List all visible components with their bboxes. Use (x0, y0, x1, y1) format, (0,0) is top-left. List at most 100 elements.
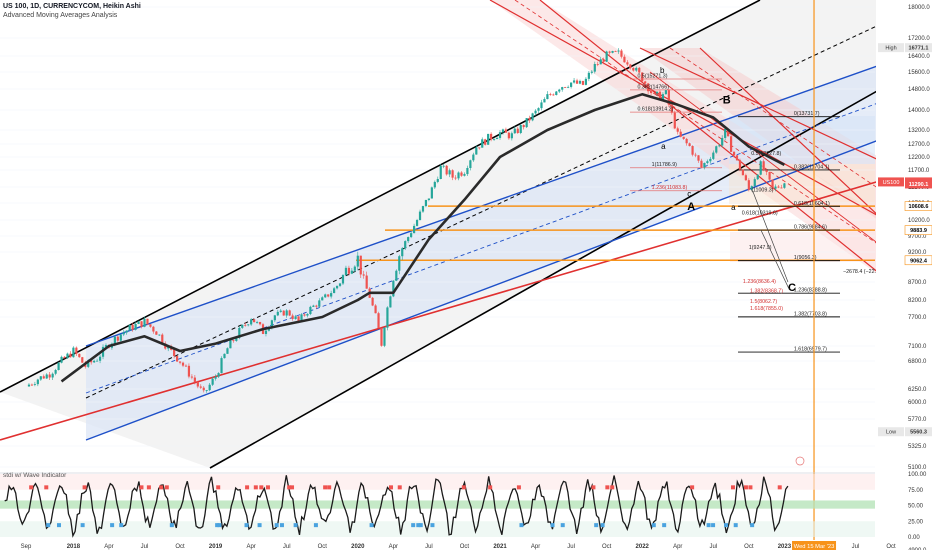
red-desc-5[interactable] (649, 71, 901, 261)
badge-box-3 (904, 201, 932, 211)
badge-box-2 (905, 179, 932, 189)
red-desc-4[interactable] (699, 47, 901, 237)
candle-236 (727, 128, 730, 137)
candle-253 (777, 186, 780, 188)
price-badge-4: 9883.9 (904, 225, 932, 235)
time-tick-16: Oct (602, 544, 612, 550)
candle-157 (492, 139, 496, 140)
candle-145 (457, 172, 460, 179)
osc-marker-43 (651, 523, 656, 528)
osc-marker-25 (259, 485, 264, 490)
candle-155 (487, 133, 490, 145)
osc-marker-53 (279, 523, 284, 528)
moving-average (60, 93, 785, 383)
time-tick-10: Apr (389, 544, 398, 550)
osc-marker-46 (82, 485, 87, 490)
candle-120 (383, 327, 386, 346)
osc-tick-3: 25.00 (908, 519, 924, 525)
candle-87 (285, 310, 288, 316)
fib-label-2: 0.618(13914.2) (637, 107, 673, 113)
price-tick-15: 8700.0 (908, 280, 927, 286)
cursor-date-label[interactable]: Wed 15 Mar '23 (794, 544, 835, 550)
price-tick-12: 10200.0 (908, 218, 930, 224)
fib-label-7: 0.382(11704.1) (794, 164, 830, 170)
horizontal-levels[interactable] (356, 78, 875, 353)
red-desc-mid2[interactable] (669, 47, 901, 204)
osc-marker-56 (730, 485, 735, 490)
candle-133 (421, 206, 425, 212)
red-desc-1[interactable] (489, 0, 901, 229)
wave-label-6: C (788, 282, 796, 294)
candle-106 (341, 275, 345, 284)
candle-70 (235, 338, 238, 341)
candle-33 (125, 330, 128, 333)
candle-78 (258, 322, 262, 325)
candle-14 (69, 353, 72, 358)
price-tick-2: 16400.0 (908, 54, 930, 60)
candle-108 (347, 267, 351, 274)
trend-channels[interactable] (0, 0, 932, 469)
badge-value-5: 9062.4 (910, 258, 928, 264)
osc-marker-17 (46, 523, 51, 528)
candle-24 (98, 356, 102, 361)
osc-marker-12 (164, 485, 169, 490)
candle-194 (602, 59, 605, 62)
osc-marker-37 (724, 523, 729, 528)
candle-139 (439, 165, 442, 180)
osc-marker-51 (600, 523, 605, 528)
osc-marker-42 (146, 485, 151, 490)
candle-103 (333, 288, 336, 294)
candle-166 (519, 125, 522, 133)
black-channel-lower[interactable] (0, 0, 761, 393)
osc-marker-14 (110, 523, 115, 528)
candle-235 (724, 128, 727, 138)
osc-marker-33 (411, 523, 416, 528)
fib-label-5: 0(13731.7) (794, 111, 820, 117)
red-desc-2[interactable] (539, 0, 901, 291)
candle-10 (57, 362, 60, 371)
candle-197 (611, 50, 614, 53)
candle-38 (140, 321, 143, 327)
candle-143 (451, 170, 454, 178)
candle-59 (202, 387, 205, 391)
candle-215 (664, 90, 667, 95)
candle-73 (244, 324, 247, 326)
candle-142 (448, 170, 451, 175)
price-badge-0: High 16771.1 (878, 43, 932, 53)
time-tick-8: Oct (318, 544, 328, 550)
blue-channel-lower[interactable] (85, 131, 901, 441)
osc-marker-4 (80, 523, 85, 528)
red-desc-3[interactable] (639, 47, 901, 171)
indicator-name[interactable]: Advanced Moving Averages Analysis (3, 12, 118, 19)
candle-83 (273, 315, 276, 321)
candle-15 (72, 347, 75, 358)
candle-100 (324, 294, 327, 298)
osc-marker-6 (29, 485, 34, 490)
candle-225 (694, 154, 697, 156)
candle-112 (359, 255, 362, 275)
oscillator-label[interactable]: stdi w/ Wave Indicator (3, 472, 67, 479)
time-tick-0: Sep (21, 544, 32, 550)
time-tick-23: Jul (852, 544, 860, 550)
candle-174 (543, 99, 546, 103)
candle-63 (214, 376, 217, 379)
black-channel-mid[interactable] (85, 0, 932, 399)
red-support-line[interactable] (0, 174, 901, 441)
candle-60 (205, 390, 208, 391)
candle-126 (401, 248, 404, 257)
candle-201 (623, 56, 626, 63)
red-desc-mid[interactable] (514, 0, 901, 260)
price-badge-2: 11290.1 (905, 179, 932, 189)
osc-marker-27 (290, 485, 295, 490)
cursor-date-box[interactable] (792, 541, 837, 550)
candle-127 (404, 241, 407, 249)
blue-channel-mid[interactable] (85, 94, 901, 394)
fib-zone-red (730, 232, 875, 262)
measure-label: −2678.4 (−22.90%) −26784 (843, 269, 908, 275)
candle-209 (647, 83, 650, 92)
badge-tag-6 (878, 427, 904, 437)
candle-254 (780, 187, 783, 189)
price-tick-21: 6000.0 (908, 400, 927, 406)
candle-18 (81, 357, 84, 363)
